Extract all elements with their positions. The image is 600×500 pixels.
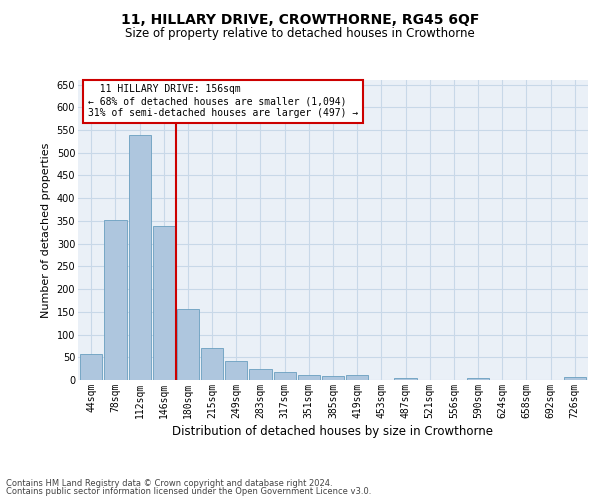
Text: Contains public sector information licensed under the Open Government Licence v3: Contains public sector information licen… [6,487,371,496]
Bar [104,220,127,380]
Text: Size of property relative to detached houses in Crowthorne: Size of property relative to detached ho… [125,28,475,40]
Bar [250,368,272,380]
Bar [298,376,320,380]
Bar [225,361,247,380]
Bar [563,378,586,380]
Text: 11, HILLARY DRIVE, CROWTHORNE, RG45 6QF: 11, HILLARY DRIVE, CROWTHORNE, RG45 6QF [121,12,479,26]
Bar [322,376,344,380]
Bar [201,348,223,380]
Bar [80,354,103,380]
Bar [394,378,416,380]
Bar [467,378,489,380]
Bar [346,376,368,380]
Bar [152,226,175,380]
Bar [274,372,296,380]
Text: 11 HILLARY DRIVE: 156sqm
← 68% of detached houses are smaller (1,094)
31% of sem: 11 HILLARY DRIVE: 156sqm ← 68% of detach… [88,84,358,117]
Bar [128,134,151,380]
Text: Contains HM Land Registry data © Crown copyright and database right 2024.: Contains HM Land Registry data © Crown c… [6,478,332,488]
Y-axis label: Number of detached properties: Number of detached properties [41,142,51,318]
X-axis label: Distribution of detached houses by size in Crowthorne: Distribution of detached houses by size … [173,425,493,438]
Bar [177,308,199,380]
